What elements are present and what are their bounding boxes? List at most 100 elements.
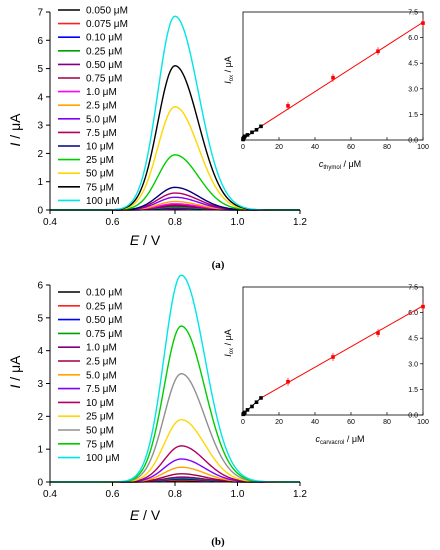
- legend-entry: 10 μM: [86, 142, 114, 153]
- inset-y-tick-label: 3.0: [408, 361, 418, 368]
- y-tick-label: 3: [37, 121, 43, 132]
- legend-entry: 0.50 μM: [86, 315, 122, 326]
- inset-data-point: [250, 130, 254, 135]
- panel-a-plot-area: [50, 15, 300, 211]
- legend-entry: 0.75 μM: [86, 74, 122, 85]
- y-tick-label: 0: [37, 478, 43, 489]
- legend-entry: 0.10 μM: [86, 288, 122, 299]
- legend-entry: 100 μM: [86, 196, 120, 207]
- legend-entry: 0.075 μM: [86, 19, 128, 30]
- x-tick-label: 1.0: [231, 217, 245, 228]
- legend-entry: 2.5 μM: [86, 357, 117, 368]
- legend-entry: 50 μM: [86, 169, 114, 180]
- panel-a-inset-xlabel: cthymol / μM: [319, 159, 361, 171]
- inset-y-tick-label: 4.5: [408, 61, 418, 68]
- panel-b-axes: 0.4 0.6 0.8 1.0 1.2 0 1 2 3 4 5 6: [37, 281, 307, 501]
- inset-y-tick-label: 3.0: [408, 86, 418, 93]
- inset-data-point: [259, 396, 263, 400]
- legend-entry: 7.5 μM: [86, 128, 117, 139]
- inset-data-point: [421, 21, 425, 25]
- inset-x-tick-label: 80: [383, 419, 391, 426]
- legend-entry: 0.10 μM: [86, 33, 122, 44]
- panel-b-ylabel: I / μA: [7, 355, 23, 389]
- inset-y-tick-label: 7.5: [408, 10, 418, 17]
- legend-entry: 25 μM: [86, 155, 114, 166]
- inset-data-point: [331, 75, 335, 80]
- y-tick-label: 0: [37, 206, 43, 217]
- legend-entry: 1.0 μM: [86, 87, 117, 98]
- inset-data-point: [243, 410, 247, 415]
- inset-x-tick-label: 60: [347, 144, 355, 151]
- y-tick-label: 7: [37, 8, 43, 19]
- panel-b-xlabel: E / V: [130, 507, 161, 523]
- legend-entry: 7.5 μM: [86, 384, 117, 395]
- y-tick-label: 1: [37, 177, 43, 188]
- inset-x-tick-label: 60: [347, 419, 355, 426]
- legend-entry: 50 μM: [86, 426, 114, 437]
- inset-x-tick-label: 40: [311, 144, 319, 151]
- inset-x-tick-label: 0: [241, 144, 245, 151]
- panel-b-legend: 0.10 μM 0.25 μM 0.50 μM 0.75 μM 1.0 μM 2.5 μM…: [58, 288, 122, 464]
- panel-a-legend: 0.050 μM 0.075 μM 0.10 μM 0.25 μM 0.50 μM 0.7…: [58, 6, 128, 207]
- legend-entry: 5.0 μM: [86, 114, 117, 125]
- series-line: [50, 15, 300, 211]
- x-tick-label: 0.4: [43, 217, 57, 228]
- inset-y-tick-label: 0.0: [408, 138, 418, 145]
- inset-data-point: [250, 404, 254, 409]
- y-tick-label: 6: [37, 281, 43, 292]
- inset-data-point: [259, 124, 263, 129]
- inset-data-point: [245, 408, 250, 412]
- inset-y-tick-label: 6.0: [408, 35, 418, 42]
- legend-entry: 75 μM: [86, 182, 114, 193]
- y-tick-label: 4: [37, 92, 43, 103]
- legend-entry: 10 μM: [86, 398, 114, 409]
- inset-x-tick-label: 100: [417, 419, 429, 426]
- inset-x-tick-label: 100: [417, 144, 429, 151]
- legend-entry: 1.0 μM: [86, 343, 117, 354]
- y-tick-label: 5: [37, 313, 43, 324]
- panel-a-xlabel: E / V: [130, 232, 161, 248]
- panel-a-caption: (a): [212, 259, 225, 271]
- x-tick-label: 1.2: [293, 489, 307, 500]
- inset-fit-line: [260, 21, 424, 127]
- inset-frame: [242, 286, 424, 416]
- x-tick-label: 0.8: [168, 489, 182, 500]
- x-tick-label: 0.6: [106, 489, 120, 500]
- inset-y-tick-label: 1.5: [408, 387, 418, 394]
- panel-a-inset-ylabel: Iox / μA: [223, 56, 235, 84]
- inset-data-point: [245, 133, 250, 137]
- x-tick-label: 1.2: [293, 217, 307, 228]
- legend-entry: 0.25 μM: [86, 301, 122, 312]
- inset-y-tick-label: 7.5: [408, 285, 418, 292]
- legend-entry: 100 μM: [86, 453, 120, 464]
- legend-entry: 25 μM: [86, 412, 114, 423]
- inset-data-point: [421, 304, 425, 309]
- inset-x-tick-label: 20: [275, 419, 283, 426]
- panel-b: 0.4 0.6 0.8 1.0 1.2 0 1 2 3 4 5 6 I / μA E / V 0.10…: [7, 274, 429, 548]
- inset-y-tick-label: 4.5: [408, 336, 418, 343]
- legend-entry: 0.25 μM: [86, 46, 122, 57]
- y-tick-label: 5: [37, 64, 43, 75]
- inset-data-point: [376, 331, 380, 335]
- legend-entry: 0.050 μM: [86, 6, 128, 17]
- x-tick-label: 0.6: [106, 217, 120, 228]
- inset-data-point: [376, 49, 380, 54]
- y-tick-label: 2: [37, 412, 43, 423]
- y-tick-label: 2: [37, 149, 43, 160]
- y-tick-label: 1: [37, 445, 43, 456]
- inset-x-tick-label: 40: [311, 419, 319, 426]
- legend-entry: 0.50 μM: [86, 60, 122, 71]
- inset-y-tick-label: 1.5: [408, 112, 418, 119]
- legend-entry: 5.0 μM: [86, 370, 117, 381]
- panel-a-axes: 0.4 0.6 0.8 1.0 1.2 0 1 2 3 4 5 6 7: [37, 8, 307, 229]
- y-tick-label: 6: [37, 36, 43, 47]
- inset-data-point: [243, 134, 247, 139]
- legend-entry: 75 μM: [86, 439, 114, 450]
- inset-data-point: [254, 127, 259, 132]
- inset-data-point: [286, 379, 290, 384]
- legend-entry: 2.5 μM: [86, 101, 117, 112]
- legend-entry: 0.75 μM: [86, 329, 122, 340]
